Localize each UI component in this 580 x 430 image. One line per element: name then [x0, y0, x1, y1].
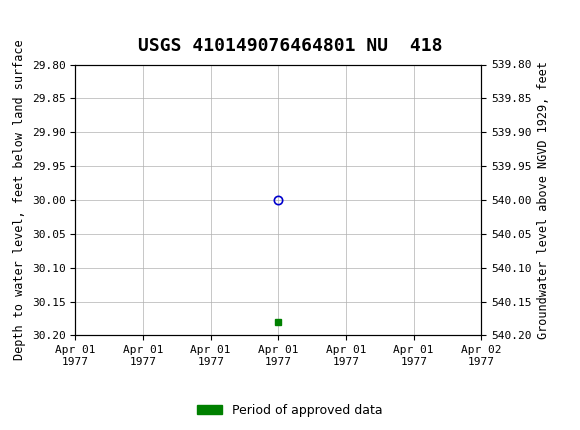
Y-axis label: Groundwater level above NGVD 1929, feet: Groundwater level above NGVD 1929, feet	[537, 61, 550, 339]
Y-axis label: Depth to water level, feet below land surface: Depth to water level, feet below land su…	[13, 40, 26, 360]
Legend: Period of approved data: Period of approved data	[192, 399, 388, 421]
Text: USGS: USGS	[44, 12, 99, 31]
Text: USGS 410149076464801 NU  418: USGS 410149076464801 NU 418	[138, 37, 442, 55]
